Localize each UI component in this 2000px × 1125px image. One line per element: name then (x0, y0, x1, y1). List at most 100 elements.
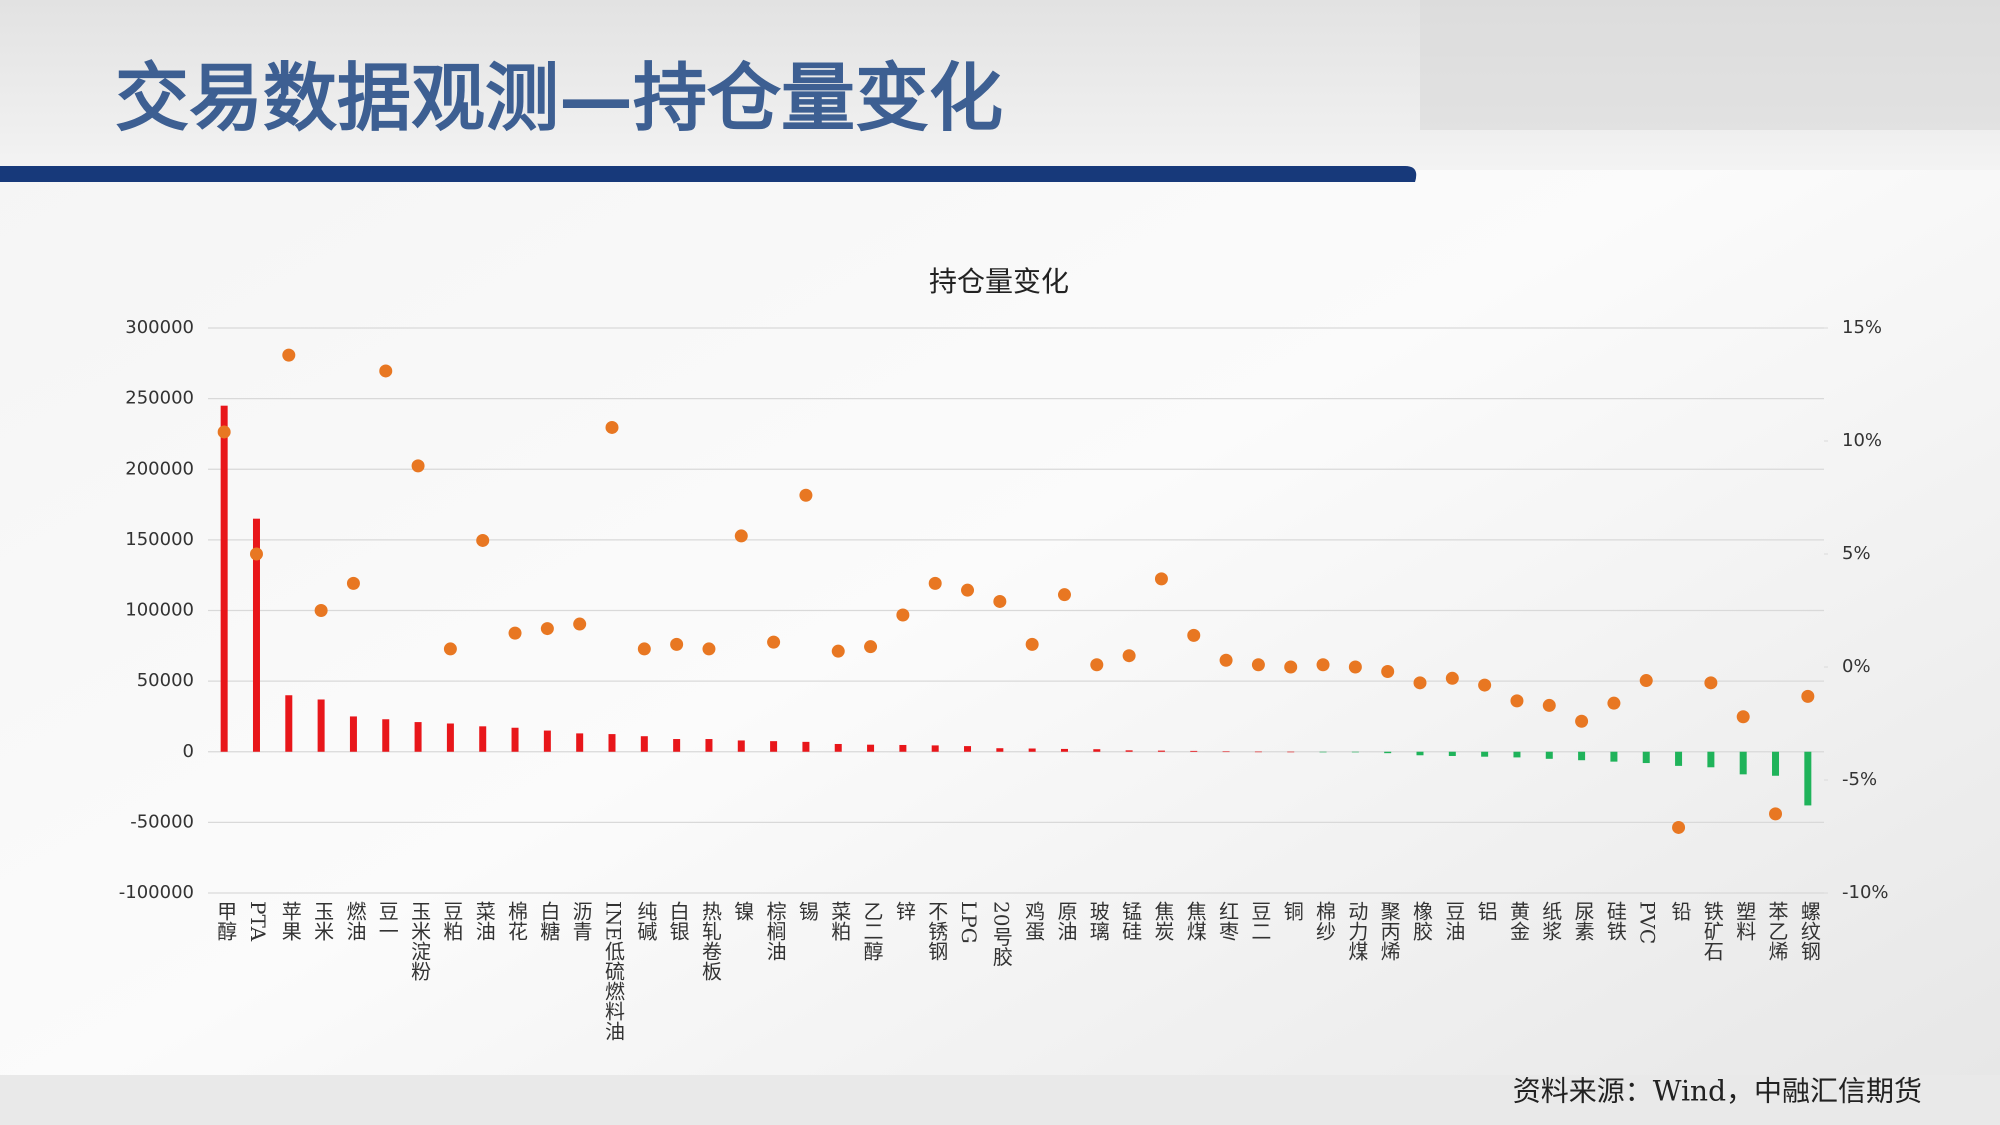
x-tick-label: 塑料 (1733, 901, 1757, 941)
bar (737, 740, 745, 752)
dot (896, 608, 910, 622)
x-tick-label: 棉花 (505, 901, 529, 941)
bar (608, 734, 616, 752)
bar (1448, 751, 1456, 756)
bar (1125, 750, 1133, 752)
bar (543, 730, 551, 752)
bar (1642, 751, 1650, 764)
x-tick-label: 原油 (1054, 901, 1078, 941)
bar (1675, 751, 1683, 766)
bar (1319, 751, 1327, 753)
x-tick-label: 镍 (731, 901, 755, 921)
dot (508, 626, 522, 640)
dot (1510, 694, 1524, 708)
dot (1122, 649, 1136, 663)
bar (931, 745, 939, 752)
x-tick-label: 纯碱 (634, 901, 658, 941)
y-tick-label: 0 (183, 741, 194, 762)
x-tick-label: 豆粕 (440, 901, 464, 941)
x-tick-label: 20号胶 (989, 901, 1013, 966)
x-tick-label: 铜 (1280, 901, 1304, 921)
dot (411, 459, 425, 473)
dot (702, 642, 716, 656)
source-note: 资料来源：Wind，中融汇信期货 (1513, 1075, 1922, 1108)
bar (1578, 751, 1586, 761)
x-tick-label: 沥青 (569, 901, 593, 941)
bar (1513, 751, 1521, 758)
x-tick-label: 苯乙烯 (1765, 901, 1789, 961)
dot (282, 348, 296, 362)
dot (637, 642, 651, 656)
bar (220, 405, 228, 752)
dot (670, 637, 684, 651)
dot (1090, 658, 1104, 672)
x-tick-label: PTA (246, 901, 270, 942)
x-tick-label: PVC (1636, 901, 1660, 944)
dot (379, 364, 393, 378)
bar (1772, 751, 1780, 776)
x-tick-label: 纸浆 (1539, 901, 1563, 941)
dot (1251, 658, 1265, 672)
dot (1607, 696, 1621, 710)
x-tick-label: 菜粕 (828, 901, 852, 941)
x-tick-label: 不锈钢 (925, 901, 949, 961)
x-tick-label: 苹果 (278, 901, 302, 941)
x-tick-label: 玉米淀粉 (408, 901, 432, 981)
dot (573, 617, 587, 631)
x-tick-label: 焦煤 (1183, 901, 1207, 941)
dot (1736, 710, 1750, 724)
dot (605, 420, 619, 434)
footer-band (0, 1075, 2000, 1125)
bar (511, 727, 519, 752)
dot (831, 644, 845, 658)
dot (1219, 653, 1233, 667)
y-tick-label: -50000 (130, 811, 194, 832)
bar (1157, 750, 1165, 752)
dot (1025, 637, 1039, 651)
bar (1416, 751, 1424, 756)
x-tick-label: 白银 (666, 901, 690, 941)
bar (1093, 749, 1101, 752)
bar (899, 744, 907, 752)
y-tick-label: 150000 (125, 529, 194, 550)
bar (996, 748, 1004, 752)
x-tick-label: 尿素 (1571, 901, 1595, 941)
bar (446, 723, 454, 752)
bar (834, 743, 842, 752)
dot (1154, 572, 1168, 586)
dot (443, 642, 457, 656)
dot (864, 640, 878, 654)
dot (476, 533, 490, 547)
dot (993, 594, 1007, 608)
dot (1381, 665, 1395, 679)
header-shade (1420, 0, 2000, 130)
y-tick-label: 200000 (125, 458, 194, 479)
plot-area: -100000 -50000 0 50000 100000 150000 200000 250… (119, 317, 1889, 1041)
x-tick-label: 热轧卷板 (698, 901, 722, 981)
y2-tick-label: -5% (1842, 769, 1877, 790)
dot (1801, 689, 1815, 703)
y2-tick-label: -10% (1842, 882, 1889, 903)
x-tick-label: 玉米 (311, 901, 335, 941)
dot (1478, 678, 1492, 692)
bar (802, 741, 810, 752)
x-tick-label: 鸡蛋 (1022, 901, 1046, 941)
dot (249, 547, 263, 561)
x-tick-label: 豆一 (375, 901, 399, 941)
dot (540, 622, 554, 636)
x-tick-label: 豆油 (1442, 901, 1466, 941)
bar (1028, 748, 1036, 752)
x-tick-label: 螺纹钢 (1797, 901, 1821, 961)
bar (1190, 750, 1198, 752)
x-tick-label: 锰硅 (1119, 901, 1143, 941)
bar (964, 746, 972, 752)
bar (479, 726, 487, 752)
dot (1445, 671, 1459, 685)
x-tick-label: 硅铁 (1603, 901, 1627, 941)
bar (1384, 751, 1392, 754)
y-tick-label: 100000 (125, 600, 194, 621)
dot (314, 604, 328, 617)
bar (1287, 751, 1295, 753)
x-tick-label: 棉纱 (1313, 901, 1337, 941)
